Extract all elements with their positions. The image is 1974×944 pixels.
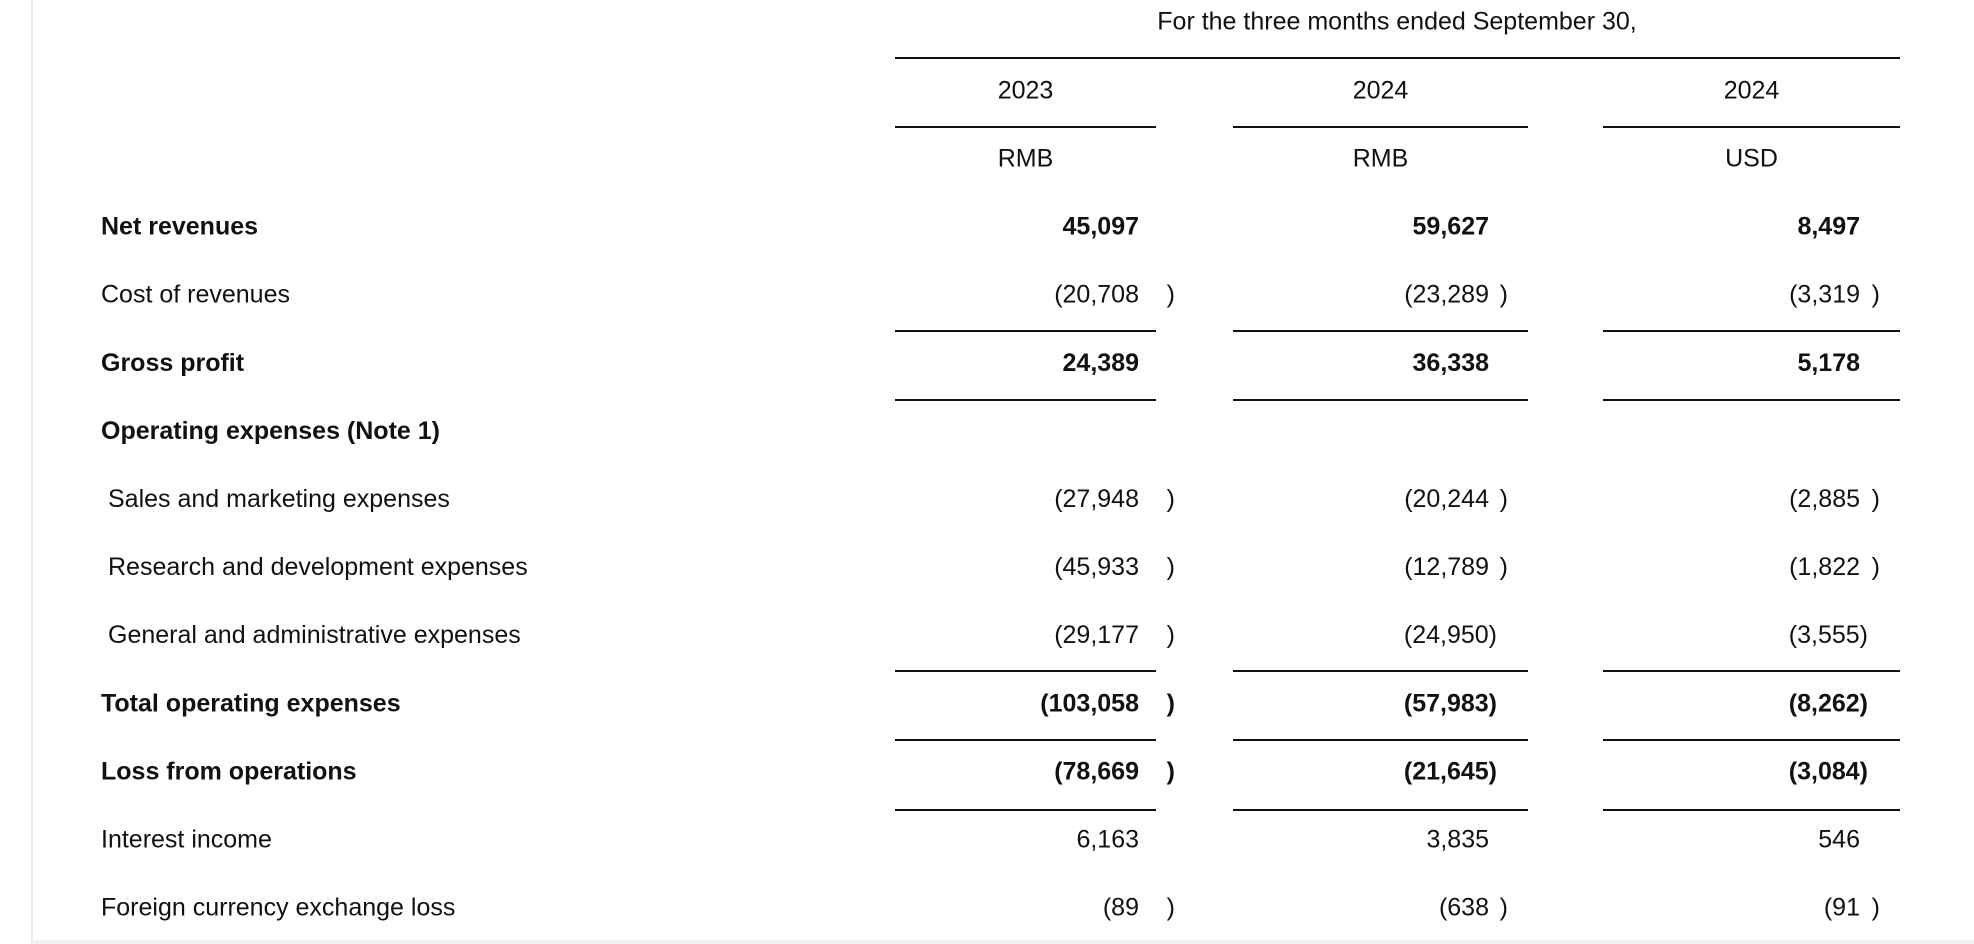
cell-paren: ) [1872,485,1880,513]
row-label: Loss from operations [101,757,357,785]
cell-value: (23,289 [1404,281,1489,309]
cell-value: (21,645) [1404,757,1497,785]
row-label: Research and development expenses [108,553,528,581]
cell-value: (29,177 [1054,621,1139,649]
cell-value: (3,084) [1789,757,1868,785]
row-label: Sales and marketing expenses [108,485,450,513]
cell-value: (3,319 [1789,281,1860,309]
cell-value: 546 [1818,826,1860,854]
cell-value: 24,389 [1063,349,1139,377]
cell-value: (1,822 [1789,553,1860,581]
cell-value: (78,669 [1054,757,1139,785]
cell-paren: ) [1167,894,1175,922]
cell-value: (3,555) [1789,621,1868,649]
cell-value: (45,933 [1054,553,1139,581]
row-label: Net revenues [101,213,258,241]
year-header: 2024 [1353,77,1409,105]
cell-value: (27,948 [1054,485,1139,513]
cell-value: (8,262) [1789,689,1868,717]
cell-paren: ) [1500,281,1508,309]
cell-value: 8,497 [1797,213,1860,241]
cell-value: (20,708 [1054,281,1139,309]
cell-paren: ) [1167,689,1175,717]
cell-value: 36,338 [1413,349,1490,377]
cell-value: 6,163 [1076,826,1139,854]
row-label: Cost of revenues [101,281,290,309]
cell-value: 59,627 [1413,213,1489,241]
row-label: Total operating expenses [101,689,401,717]
cell-value: 3,835 [1426,826,1489,854]
row-label: General and administrative expenses [108,621,521,649]
year-header: 2024 [1724,77,1780,105]
year-header: 2023 [998,77,1054,105]
cell-paren: ) [1500,485,1508,513]
cell-paren: ) [1167,553,1175,581]
cell-value: (57,983) [1404,689,1497,717]
cell-paren: ) [1500,553,1508,581]
row-label: Gross profit [101,349,245,377]
cell-value: (638 [1439,894,1489,922]
cell-paren: ) [1167,281,1175,309]
row-label: Foreign currency exchange loss [101,894,455,922]
cell-value: 45,097 [1063,213,1139,241]
cell-value: (12,789 [1404,553,1489,581]
cell-value: (24,950) [1404,621,1497,649]
cell-value: 5,178 [1797,349,1860,377]
cell-value: (103,058 [1040,689,1139,717]
row-label: Operating expenses (Note 1) [101,417,440,445]
period-header: For the three months ended September 30, [1157,8,1636,36]
cell-value: (2,885 [1789,485,1860,513]
cell-value: (89 [1103,894,1139,922]
currency-header: USD [1725,145,1778,173]
cell-value: (91 [1824,894,1860,922]
cell-paren: ) [1500,894,1508,922]
currency-header: RMB [1353,145,1409,173]
row-label: Interest income [101,826,272,854]
cell-paren: ) [1167,621,1175,649]
cell-paren: ) [1872,553,1880,581]
cell-paren: ) [1872,281,1880,309]
cell-paren: ) [1872,894,1880,922]
cell-paren: ) [1167,757,1175,785]
cell-paren: ) [1167,485,1175,513]
cell-value: (20,244 [1404,485,1489,513]
currency-header: RMB [998,145,1054,173]
